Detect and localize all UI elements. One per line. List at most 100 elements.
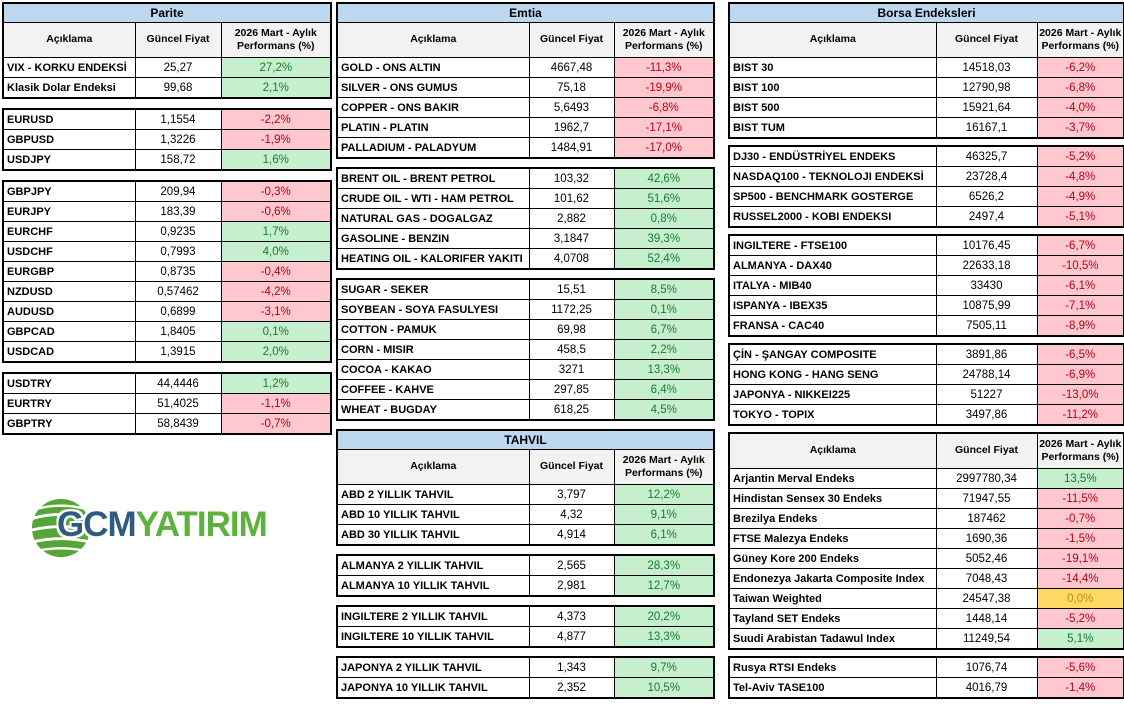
performance-value: 4,0%: [220, 241, 332, 262]
performance-value: -1,9%: [220, 129, 332, 150]
instrument-label: PALLADIUM - PALADYUM: [336, 137, 530, 159]
instrument-label: ABD 30 YILLIK TAHVIL: [336, 524, 530, 546]
price-value: 1,1554: [134, 108, 222, 130]
price-value: 2,981: [528, 575, 615, 597]
instrument-label: INGILTERE 2 YILLIK TAHVIL: [336, 605, 530, 627]
price-value: 7505,11: [935, 315, 1038, 337]
price-value: 1,3226: [134, 129, 222, 150]
table-row: Endonezya Jakarta Composite Index 7048,43…: [728, 568, 1124, 589]
price-value: 69,98: [528, 319, 615, 340]
price-value: 1962,7: [528, 117, 615, 138]
instrument-label: CORN - MISIR: [336, 339, 530, 360]
performance-value: 0,8%: [613, 208, 715, 229]
price-value: 12790,98: [935, 77, 1038, 98]
instrument-label: FTSE Malezya Endeks: [728, 528, 937, 549]
performance-value: -7,1%: [1036, 295, 1124, 316]
instrument-label: ALMANYA 2 YILLIK TAHVIL: [336, 554, 530, 576]
instrument-label: SP500 - BENCHMARK GOSTERGE: [728, 186, 937, 207]
price-value: 1172,25: [528, 299, 615, 320]
price-value: 14518,03: [935, 57, 1038, 78]
price-value: 99,68: [134, 77, 222, 99]
instrument-label: NZDUSD: [2, 281, 136, 302]
performance-value: -3,7%: [1036, 117, 1124, 139]
table-row: JAPONYA - NIKKEI225 51227 -13,0%: [728, 384, 1124, 405]
column-header-desc: Açıklama: [336, 449, 530, 485]
table-row: TOKYO - TOPIX 3497,86 -11,2%: [728, 404, 1124, 426]
table-row: INGILTERE 10 YILLIK TAHVIL 4,877 13,3%: [336, 626, 715, 648]
price-value: 0,6899: [134, 301, 222, 322]
instrument-label: EURCHF: [2, 221, 136, 242]
emtia-tahvil-column: Emtia Açıklama Güncel Fiyat 2026 Mart - Ayl…: [336, 2, 716, 707]
table-row: Brezilya Endeks 187462 -0,7%: [728, 508, 1124, 529]
table-title: Emtia: [336, 2, 715, 23]
instrument-label: GBPTRY: [2, 413, 136, 435]
price-value: 4,373: [528, 605, 615, 627]
parite-column: Parite Açıklama Güncel Fiyat 2026 Mart - Ay…: [2, 2, 333, 444]
table-row: BIST 30 14518,03 -6,2%: [728, 57, 1124, 78]
performance-value: -5,1%: [1036, 206, 1124, 228]
instrument-label: PLATIN - PLATIN: [336, 117, 530, 138]
instrument-label: Rusya RTSI Endeks: [728, 656, 937, 678]
table-title: Borsa Endeksleri: [728, 2, 1124, 23]
price-value: 5,6493: [528, 97, 615, 118]
column-header-perf-text: Performans (%): [1041, 451, 1120, 463]
emtia-table-6: JAPONYA 2 YILLIK TAHVIL 1,343 9,7% JAPONYA …: [336, 656, 715, 699]
price-value: 44,4446: [134, 372, 222, 394]
price-value: 297,85: [528, 379, 615, 400]
table-row: VIX - KORKU ENDEKSİ 25,27 27,2%: [2, 57, 332, 78]
performance-value: -13,0%: [1036, 384, 1124, 405]
performance-value: 20,2%: [613, 605, 715, 627]
price-value: 6526,2: [935, 186, 1038, 207]
instrument-label: VIX - KORKU ENDEKSİ: [2, 57, 136, 78]
table-title: Parite: [2, 2, 332, 23]
performance-value: -0,3%: [220, 180, 332, 202]
instrument-label: Klasik Dolar Endeksi: [2, 77, 136, 99]
performance-value: -8,9%: [1036, 315, 1124, 337]
performance-value: -6,1%: [1036, 275, 1124, 296]
instrument-label: USDCAD: [2, 341, 136, 363]
parite-table-2: GBPJPY 209,94 -0,3% EURJPY 183,39 -0,6% EURCHF…: [2, 180, 332, 363]
table-row: SUGAR - SEKER 15,51 8,5%: [336, 278, 715, 300]
performance-value: -11,5%: [1036, 488, 1124, 509]
price-value: 25,27: [134, 57, 222, 78]
price-value: 458,5: [528, 339, 615, 360]
price-value: 183,39: [134, 201, 222, 222]
instrument-label: Brezilya Endeks: [728, 508, 937, 529]
column-header-perf: 2026 Mart - Aylık Performans (%): [613, 449, 715, 485]
performance-value: -4,0%: [1036, 97, 1124, 118]
parite-table-3: USDTRY 44,4446 1,2% EURTRY 51,4025 -1,1% GBPTR…: [2, 372, 332, 435]
performance-value: -5,6%: [1036, 656, 1124, 678]
table-row: NZDUSD 0,57462 -4,2%: [2, 281, 332, 302]
price-value: 4,32: [528, 504, 615, 525]
price-value: 33430: [935, 275, 1038, 296]
performance-value: 13,5%: [1036, 468, 1124, 489]
instrument-label: GOLD - ONS ALTIN: [336, 57, 530, 78]
price-value: 2,882: [528, 208, 615, 229]
parite-table-1: EURUSD 1,1554 -2,2% GBPUSD 1,3226 -1,9% USDJPY…: [2, 108, 332, 171]
table-row: PALLADIUM - PALADYUM 1484,91 -17,0%: [336, 137, 715, 159]
borsa-table-5: Rusya RTSI Endeks 1076,74 -5,6% Tel-Aviv TA…: [728, 656, 1124, 699]
price-value: 1484,91: [528, 137, 615, 159]
table-row: EURJPY 183,39 -0,6%: [2, 201, 332, 222]
price-value: 2,352: [528, 677, 615, 699]
performance-value: -10,5%: [1036, 255, 1124, 276]
table-row: ALMANYA 10 YILLIK TAHVIL 2,981 12,7%: [336, 575, 715, 597]
instrument-label: ALMANYA 10 YILLIK TAHVIL: [336, 575, 530, 597]
gcm-yatirim-logo: GCMYATIRIM: [30, 494, 270, 564]
price-value: 1,3915: [134, 341, 222, 363]
table-row: BRENT OIL - BRENT PETROL 103,32 42,6%: [336, 167, 715, 189]
performance-value: 28,3%: [613, 554, 715, 576]
table-row: BIST 100 12790,98 -6,8%: [728, 77, 1124, 98]
column-header-perf: 2026 Mart - Aylık Performans (%): [1036, 432, 1124, 469]
performance-value: -0,4%: [220, 261, 332, 282]
table-row: NATURAL GAS - DOGALGAZ 2,882 0,8%: [336, 208, 715, 229]
column-header-desc: Açıklama: [2, 22, 136, 58]
column-header-desc: Açıklama: [336, 22, 530, 58]
performance-value: 13,3%: [613, 626, 715, 648]
instrument-label: TOKYO - TOPIX: [728, 404, 937, 426]
instrument-label: Taiwan Weighted: [728, 588, 937, 609]
table-row: NASDAQ100 - TEKNOLOJI ENDEKSİ 23728,4 -4,8…: [728, 166, 1124, 187]
price-value: 24788,14: [935, 364, 1038, 385]
table-row: USDTRY 44,4446 1,2%: [2, 372, 332, 394]
performance-value: -6,2%: [1036, 57, 1124, 78]
